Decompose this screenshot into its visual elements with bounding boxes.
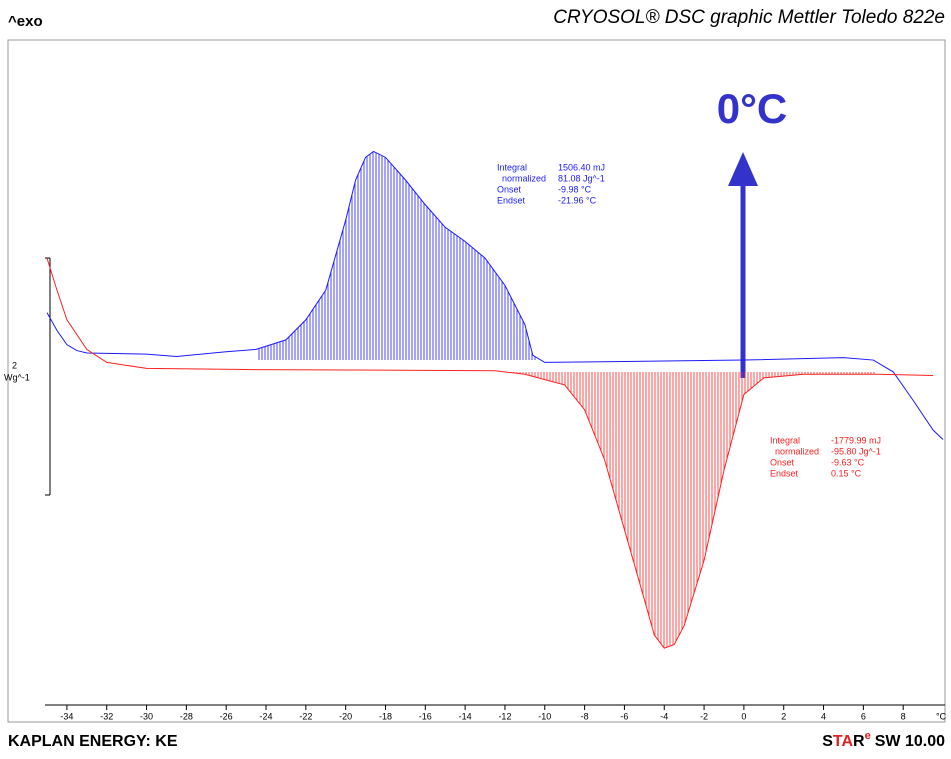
- annotation-key: Integral: [770, 435, 800, 445]
- zero-label: 0°C: [717, 85, 788, 132]
- x-tick-label: -34: [60, 711, 73, 721]
- x-tick-label: -10: [538, 711, 551, 721]
- x-tick-label: -20: [339, 711, 352, 721]
- annotation-value: -95.80 Jg^-1: [831, 446, 881, 456]
- footer-part: e: [865, 730, 871, 742]
- dsc-curve: [46, 257, 934, 649]
- x-tick-label: -30: [140, 711, 153, 721]
- peak-hatch: [498, 372, 876, 649]
- zero-arrow-head: [728, 152, 758, 186]
- chart-title: CRYOSOL® DSC graphic Mettler Toledo 822e: [553, 7, 945, 28]
- x-tick-label: -18: [379, 711, 392, 721]
- annotation-value: -1779.99 mJ: [831, 435, 881, 445]
- footer-part: TA: [833, 733, 854, 750]
- footer-left: KAPLAN ENERGY: KE: [8, 733, 178, 750]
- x-tick-label: -8: [581, 711, 589, 721]
- annotation-value: 0.15 °C: [831, 468, 862, 478]
- x-tick-label: -24: [260, 711, 273, 721]
- scale-value: 2: [12, 360, 17, 370]
- annotation-value: -9.98 °C: [558, 184, 592, 194]
- annotation-key: normalized: [770, 446, 819, 456]
- annotation-value: -9.63 °C: [831, 457, 865, 467]
- dsc-curve: [46, 150, 944, 440]
- annotation-key: Onset: [497, 184, 522, 194]
- x-tick-label: 8: [901, 711, 906, 721]
- x-tick-label: -28: [180, 711, 193, 721]
- x-tick-label: -16: [419, 711, 432, 721]
- x-tick-label: -12: [498, 711, 511, 721]
- x-tick-label: 2: [781, 711, 786, 721]
- x-tick-label: -22: [299, 711, 312, 721]
- footer-part: SW 10.00: [875, 733, 945, 750]
- x-tick-label: -4: [660, 711, 668, 721]
- annotation-key: normalized: [497, 173, 546, 183]
- footer-right: STARe SW 10.00: [822, 730, 945, 750]
- peak-hatch: [258, 151, 536, 360]
- annotation-value: 1506.40 mJ: [558, 162, 605, 172]
- annotation-key: Integral: [497, 162, 527, 172]
- annotation-key: Endset: [770, 468, 799, 478]
- x-tick-label: -32: [100, 711, 113, 721]
- footer-part: R: [853, 733, 865, 750]
- x-tick-label: -14: [459, 711, 472, 721]
- scale-unit: Wg^-1: [4, 372, 30, 382]
- footer-part: S: [822, 733, 833, 750]
- annotation-value: -21.96 °C: [558, 195, 597, 205]
- exo-label: ^exo: [8, 13, 43, 30]
- x-unit: °C: [936, 711, 947, 721]
- x-tick-label: 0: [741, 711, 746, 721]
- plot-frame: [7, 39, 946, 723]
- annotation-key: Onset: [770, 457, 795, 467]
- annotation-key: Endset: [497, 195, 526, 205]
- x-tick-label: 4: [821, 711, 826, 721]
- x-tick-label: -2: [700, 711, 708, 721]
- x-tick-label: -26: [220, 711, 233, 721]
- x-tick-label: 6: [861, 711, 866, 721]
- annotation-value: 81.08 Jg^-1: [558, 173, 605, 183]
- x-tick-label: -6: [620, 711, 628, 721]
